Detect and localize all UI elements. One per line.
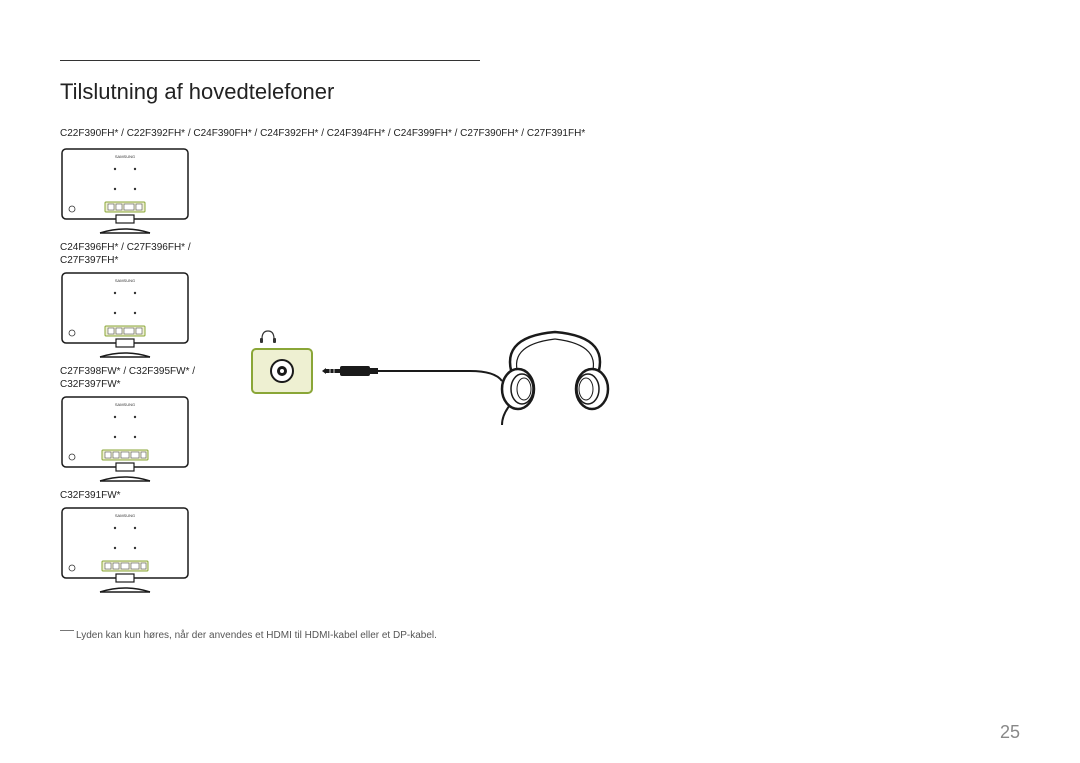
model-list-3: C27F398FW* / C32F395FW* / C32F397FW*	[60, 365, 200, 391]
monitor-column: SAMSUNG C24F396FH* / C27F396FH* / C27F39…	[60, 147, 200, 600]
section-title: Tilslutning af hovedtelefoner	[60, 79, 1020, 105]
model-list-4: C32F391FW*	[60, 489, 200, 502]
monitor-diagram-3: SAMSUNG	[60, 395, 200, 483]
section-rule	[60, 60, 480, 61]
monitor-diagram-1: SAMSUNG	[60, 147, 200, 235]
svg-text:SAMSUNG: SAMSUNG	[115, 278, 135, 283]
model-list-1: C22F390FH* / C22F392FH* / C24F390FH* / C…	[60, 127, 1020, 141]
footnote: Lyden kan kun høres, når der anvendes et…	[60, 630, 1020, 641]
footnote-dash-icon	[60, 630, 74, 631]
svg-text:SAMSUNG: SAMSUNG	[115, 513, 135, 518]
svg-text:SAMSUNG: SAMSUNG	[115, 154, 135, 159]
footnote-text: Lyden kan kun høres, når der anvendes et…	[76, 630, 437, 641]
page-number: 25	[1000, 722, 1020, 743]
monitor-diagram-2: SAMSUNG	[60, 271, 200, 359]
monitor-diagram-4: SAMSUNG	[60, 506, 200, 594]
connection-diagram	[250, 327, 650, 447]
model-list-2: C24F396FH* / C27F396FH* / C27F397FH*	[60, 241, 200, 267]
svg-text:SAMSUNG: SAMSUNG	[115, 402, 135, 407]
